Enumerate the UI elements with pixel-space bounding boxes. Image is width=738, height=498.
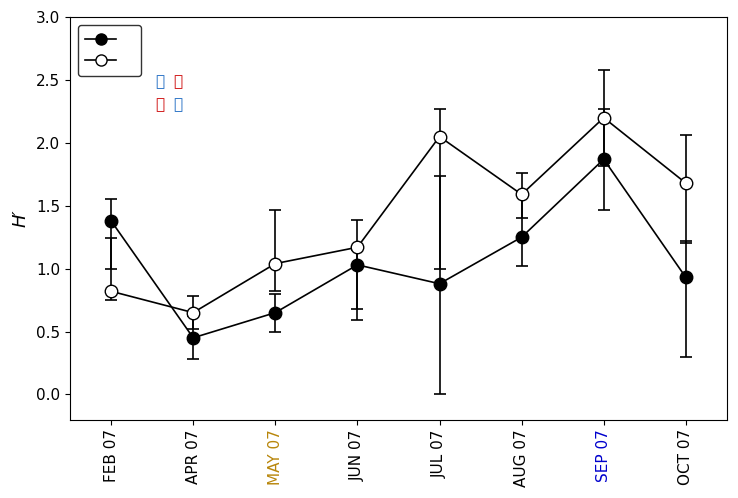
Y-axis label: H′: H′ [11, 210, 29, 227]
Text: 측: 측 [173, 74, 183, 89]
Legend:   ,   : , [77, 25, 141, 76]
Text: 외: 외 [155, 97, 165, 112]
Text: 측: 측 [173, 97, 183, 112]
Text: 내: 내 [155, 74, 165, 89]
